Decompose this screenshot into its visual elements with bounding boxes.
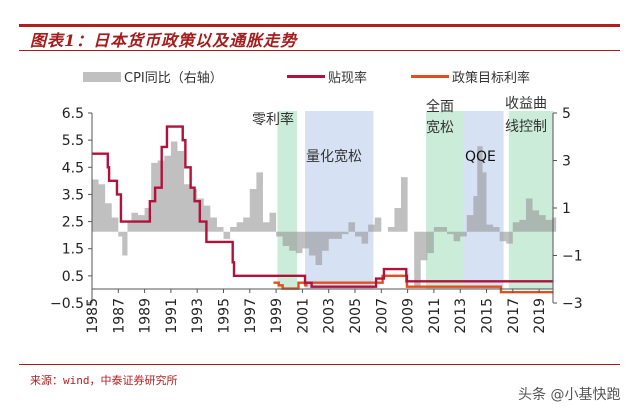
x-tick-label: 1989 — [138, 298, 154, 334]
cpi-bars — [92, 141, 557, 287]
right-tick-label: −3 — [562, 296, 583, 312]
x-tick-label: 2019 — [532, 298, 548, 334]
legend-item-cpi: CPI同比（右轴） — [83, 67, 223, 86]
x-tick-label: 2001 — [295, 298, 311, 334]
right-tick-label: 1 — [562, 201, 571, 217]
header-bottom-rule — [19, 50, 620, 51]
right-tick-label: −1 — [562, 249, 583, 265]
region-annotation: 线控制 — [505, 119, 547, 135]
x-tick-label: 2005 — [348, 298, 364, 334]
policy-region — [426, 111, 465, 289]
region-annotation: 零利率 — [252, 111, 294, 128]
source-note: 来源：wind，中泰证券研究所 — [30, 374, 178, 387]
legend-label-cpi: CPI同比（右轴） — [124, 71, 223, 86]
left-tick-label: 1.5 — [62, 242, 84, 258]
region-annotation: 收益曲 — [505, 96, 547, 112]
legend-item-discount-rate: 贴现率 — [287, 67, 367, 86]
discount-rate-line — [92, 125, 554, 288]
left-tick-label: −0.5 — [50, 296, 84, 312]
left-tick-label: 6.5 — [62, 106, 84, 122]
policy-region — [277, 111, 298, 289]
x-tick-label: 2011 — [427, 298, 443, 334]
x-tick-label: 1993 — [190, 298, 206, 334]
left-tick-label: 4.5 — [62, 160, 84, 176]
legend-swatch-policy-rate — [411, 75, 449, 78]
region-annotation: 量化宽松 — [306, 148, 362, 165]
legend-item-policy-rate: 政策目标利率 — [411, 67, 530, 86]
region-annotation: 宽松 — [426, 119, 454, 136]
left-tick-label: 3.5 — [62, 187, 84, 203]
x-tick-label: 1991 — [164, 298, 180, 334]
right-tick-label: 5 — [562, 106, 571, 122]
legend-label-policy-rate: 政策目标利率 — [452, 71, 531, 86]
policy-region — [305, 111, 374, 289]
header-top-rule — [19, 24, 620, 27]
chart-title: 图表1：日本货币政策以及通胀走势 — [30, 31, 298, 50]
x-tick-label: 1987 — [111, 298, 127, 334]
x-tick-label: 1997 — [243, 298, 259, 334]
right-tick-label: 3 — [562, 154, 571, 170]
footer-rule — [19, 364, 620, 365]
watermark: 头条 @小基快跑 — [518, 387, 621, 403]
x-tick-label: 2007 — [374, 298, 390, 334]
left-tick-label: 0.5 — [62, 269, 84, 285]
x-tick-label: 2009 — [401, 298, 417, 334]
left-tick-label: 2.5 — [62, 215, 84, 231]
left-tick-label: 5.5 — [62, 133, 84, 149]
legend-label-discount-rate: 贴现率 — [328, 71, 368, 86]
x-tick-label: 1999 — [269, 298, 285, 334]
legend-swatch-discount-rate — [287, 75, 325, 78]
x-tick-label: 1985 — [85, 298, 101, 334]
region-annotation-qqe: QQE — [465, 149, 496, 165]
legend-swatch-cpi — [83, 71, 121, 82]
x-tick-label: 2017 — [506, 298, 522, 334]
x-tick-label: 2013 — [453, 298, 469, 334]
x-tick-label: 2003 — [322, 298, 338, 334]
x-tick-label: 1995 — [217, 298, 233, 334]
x-tick-label: 2015 — [480, 298, 496, 334]
region-annotation: 全面 — [426, 98, 454, 115]
